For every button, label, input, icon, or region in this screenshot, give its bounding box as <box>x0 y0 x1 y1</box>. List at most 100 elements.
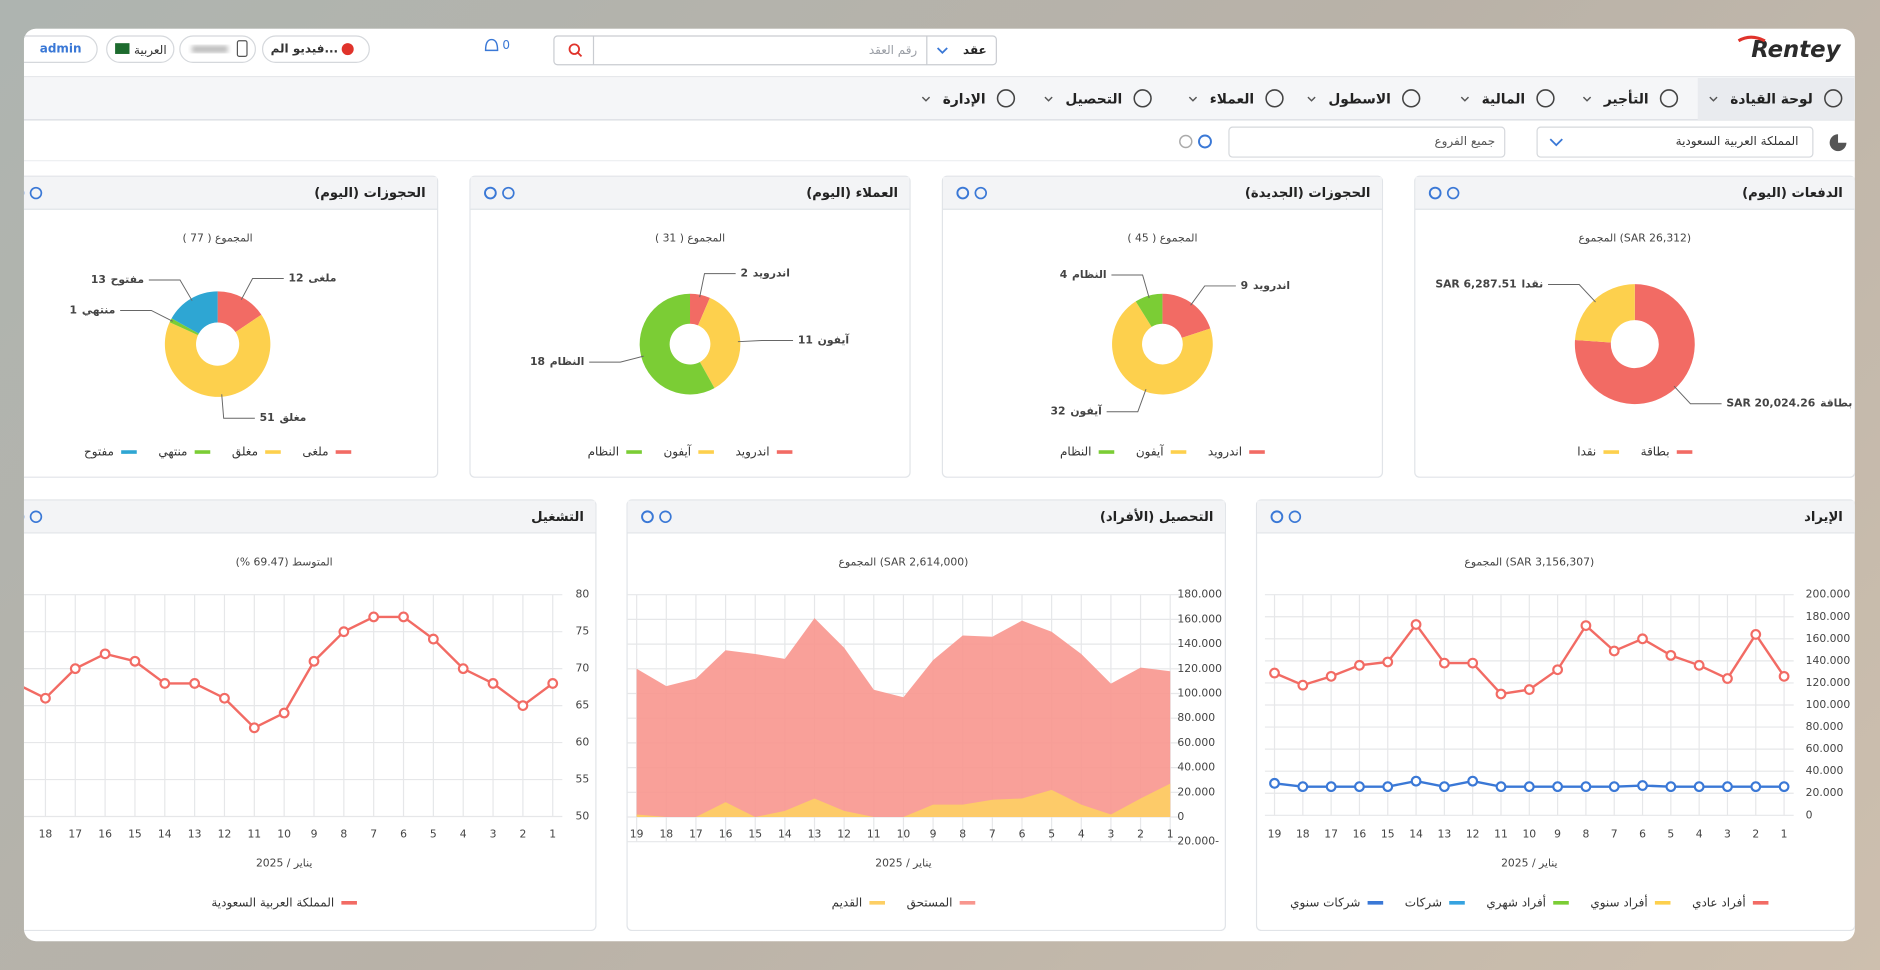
legend-label[interactable]: المستحق <box>907 895 953 910</box>
user-button[interactable] <box>12 35 98 63</box>
data-point[interactable] <box>159 678 171 689</box>
refresh-icon[interactable] <box>13 186 25 200</box>
country-select[interactable] <box>1536 126 1814 158</box>
pie-slice[interactable] <box>217 291 262 333</box>
legend-label[interactable]: أفراد عادي <box>1692 894 1746 910</box>
data-point[interactable] <box>11 679 20 688</box>
data-point[interactable] <box>1665 649 1677 661</box>
data-point[interactable] <box>99 648 111 660</box>
data-point[interactable] <box>338 626 350 638</box>
data-point[interactable] <box>278 707 290 719</box>
data-point[interactable] <box>1637 780 1648 791</box>
info-icon[interactable] <box>1288 510 1302 524</box>
legend-label[interactable]: اندرويد <box>1208 445 1242 460</box>
data-point[interactable] <box>248 722 260 734</box>
data-point[interactable] <box>1438 781 1450 793</box>
data-point[interactable] <box>1778 781 1790 793</box>
pie-slice[interactable] <box>1112 301 1213 395</box>
nav-item[interactable]: المالية <box>1482 92 1525 108</box>
data-point[interactable] <box>1467 775 1479 787</box>
data-point[interactable] <box>1523 781 1535 793</box>
data-point[interactable] <box>368 611 380 623</box>
notification-count[interactable]: 0 <box>502 38 510 52</box>
nav-item[interactable]: التحصيل <box>1065 92 1122 108</box>
data-point[interactable] <box>1608 645 1620 657</box>
data-point[interactable] <box>308 655 320 667</box>
data-point[interactable] <box>1410 775 1422 787</box>
user-name[interactable]: admin <box>40 42 82 56</box>
data-point[interactable] <box>1297 781 1309 793</box>
data-point[interactable] <box>1637 633 1648 645</box>
legend-label[interactable]: النظام <box>1060 445 1091 459</box>
data-point[interactable] <box>40 692 51 704</box>
nav-item[interactable]: الإدارة <box>943 92 986 108</box>
data-point[interactable] <box>1495 688 1507 700</box>
info-icon[interactable] <box>659 510 672 524</box>
data-point[interactable] <box>1269 777 1280 789</box>
data-point[interactable] <box>547 678 559 689</box>
data-point[interactable] <box>189 678 201 689</box>
data-point[interactable] <box>1778 670 1790 682</box>
help-button[interactable] <box>261 35 370 63</box>
data-point[interactable] <box>1693 659 1705 671</box>
bell-icon[interactable] <box>484 38 499 52</box>
data-point[interactable] <box>1467 657 1479 669</box>
search-type[interactable]: عقد <box>963 43 987 57</box>
pie-slice[interactable] <box>1135 293 1163 327</box>
data-point[interactable] <box>1750 629 1762 640</box>
search-box[interactable] <box>553 35 997 66</box>
legend-label[interactable]: بطاقة <box>1641 445 1670 459</box>
pie-slice[interactable] <box>690 293 710 326</box>
refresh-icon[interactable] <box>956 186 970 200</box>
info-icon[interactable] <box>29 510 43 524</box>
pie-slice[interactable] <box>171 291 218 334</box>
legend-label[interactable]: منتهي <box>158 445 187 459</box>
data-point[interactable] <box>1354 781 1365 793</box>
nav-item[interactable]: لوحة القيادة <box>1730 92 1813 108</box>
pie-slice[interactable] <box>1575 284 1635 343</box>
data-point[interactable] <box>1693 781 1705 793</box>
branch-select[interactable] <box>1228 126 1506 158</box>
data-point[interactable] <box>1325 781 1337 793</box>
language-label[interactable]: العربية <box>134 43 167 58</box>
info-icon[interactable] <box>974 186 987 200</box>
info-icon[interactable] <box>1446 186 1460 200</box>
legend-label[interactable]: النظام <box>588 445 619 459</box>
nav-item[interactable]: الاسطول <box>1328 92 1391 108</box>
data-point[interactable] <box>1297 679 1309 691</box>
legend-label[interactable]: ملغى <box>302 445 328 459</box>
data-point[interactable] <box>1750 781 1762 793</box>
data-point[interactable] <box>398 611 409 623</box>
branch-value[interactable]: جميع الفروع <box>1434 134 1495 149</box>
data-point[interactable] <box>1382 781 1394 793</box>
data-point[interactable] <box>1495 781 1507 793</box>
data-point[interactable] <box>1722 673 1733 684</box>
legend-label[interactable]: آيفون <box>1136 444 1164 460</box>
legend-label[interactable]: أفراد شهري <box>1486 894 1546 910</box>
data-point[interactable] <box>1523 684 1535 695</box>
search-placeholder[interactable]: رقم العقد <box>869 43 918 58</box>
data-point[interactable] <box>457 663 469 675</box>
legend-label[interactable]: مفتوح <box>84 445 114 460</box>
info-icon[interactable] <box>502 186 515 200</box>
data-point[interactable] <box>1580 620 1592 631</box>
legend-label[interactable]: أفراد سنوي <box>1590 894 1647 910</box>
data-point[interactable] <box>1722 781 1733 793</box>
data-point[interactable] <box>1580 781 1592 793</box>
data-point[interactable] <box>219 692 230 704</box>
refresh-icon[interactable] <box>1428 186 1442 200</box>
data-point[interactable] <box>487 678 499 689</box>
data-point[interactable] <box>1382 656 1394 668</box>
refresh-icon[interactable] <box>641 510 654 524</box>
legend-label[interactable]: شركات <box>1405 895 1442 910</box>
refresh-icon[interactable] <box>1198 134 1212 149</box>
logo[interactable]: Rentey <box>1751 37 1841 63</box>
data-point[interactable] <box>517 700 529 712</box>
clear-icon[interactable] <box>1179 134 1193 149</box>
data-point[interactable] <box>1325 670 1337 682</box>
data-point[interactable] <box>1269 667 1280 679</box>
nav-item[interactable]: التأجير <box>1603 90 1649 108</box>
language-button[interactable] <box>106 35 175 63</box>
data-point[interactable] <box>1438 657 1450 669</box>
refresh-icon[interactable] <box>13 510 25 524</box>
